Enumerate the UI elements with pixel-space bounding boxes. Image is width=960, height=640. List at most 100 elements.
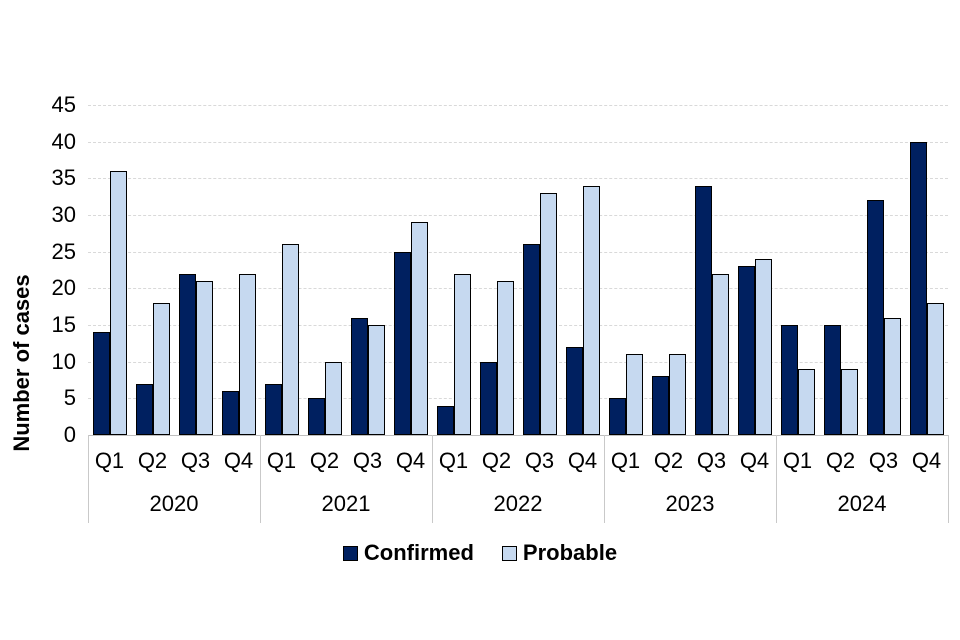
x-tick-label: Q3 [524, 448, 555, 473]
gridline [88, 361, 948, 363]
bar-group-q1-2024 [776, 105, 819, 435]
bar-confirmed [866, 200, 884, 435]
bar-probable [324, 362, 342, 435]
x-tick-label: Q4 [739, 448, 770, 473]
bar-group-q2-2023 [647, 105, 690, 435]
bar-confirmed [393, 252, 411, 435]
bar-probable [238, 274, 256, 435]
bar-confirmed [221, 391, 239, 435]
bar-group-q4-2020 [217, 105, 260, 435]
y-tick-label: 20 [51, 275, 76, 301]
year-separator [432, 435, 433, 523]
y-tick-label: 25 [51, 238, 76, 264]
legend: Confirmed Probable [0, 538, 960, 568]
gridline [88, 105, 948, 106]
bar-probable [152, 303, 170, 435]
x-tick-label: Q4 [911, 448, 942, 473]
x-tick-label: Q4 [395, 448, 426, 473]
x-tick-label: Q4 [223, 448, 254, 473]
plot-area: Number of cases 0 5 10 15 20 25 30 35 40 45 [9, 93, 948, 452]
x-tick-label: Q2 [653, 448, 684, 473]
x-tick-label: Q1 [610, 448, 641, 473]
x-tick-label: Q4 [567, 448, 598, 473]
x-tick-label: Q3 [352, 448, 383, 473]
legend-item-probable: Probable [501, 540, 618, 566]
bar-confirmed [436, 406, 454, 435]
legend-marker-probable [501, 545, 517, 561]
bar-probable [539, 193, 557, 435]
legend-marker-confirmed [342, 545, 358, 561]
bar-group-q2-2024 [819, 105, 862, 435]
year-separator [776, 435, 777, 523]
year-label: 2021 [321, 491, 371, 516]
y-tick-label: 10 [51, 348, 76, 374]
y-tick-label: 35 [51, 165, 76, 191]
bar-probable [711, 274, 729, 435]
bar-confirmed [823, 325, 841, 435]
bar-confirmed [522, 244, 540, 435]
x-axis-line [88, 435, 948, 436]
y-tick-label: 40 [51, 128, 76, 154]
x-tick-label: Q1 [266, 448, 297, 473]
year-label: 2023 [665, 491, 715, 516]
legend-label: Confirmed [363, 540, 474, 565]
gridline [88, 178, 948, 180]
gridline [88, 325, 948, 326]
bar-confirmed [178, 274, 196, 435]
y-tick-label: 45 [51, 92, 76, 117]
bar-group-q2-2020 [131, 105, 174, 435]
x-axis: Q1 Q2 Q3 Q4 Q1 Q2 Q3 Q4 Q1 Q2 Q3 Q4 Q1 Q2 Q3 Q4 Q1 Q2 Q3 Q4… [88, 435, 949, 523]
bar-probable [840, 369, 858, 435]
y-tick-label: 5 [63, 385, 76, 411]
bar-probable [926, 303, 944, 435]
bar-confirmed [479, 362, 497, 435]
x-tick-label: Q2 [825, 448, 856, 473]
bar-probable [883, 318, 901, 435]
bar-probable [668, 354, 686, 435]
year-label: 2024 [837, 491, 887, 516]
bar-group-q4-2021 [389, 105, 432, 435]
bar-probable [582, 186, 600, 435]
x-tick-label: Q3 [180, 448, 211, 473]
bar-probable [281, 244, 299, 435]
y-tick-label: 15 [51, 312, 76, 337]
bar-probable [754, 259, 772, 435]
bar-group-q1-2022 [432, 105, 475, 435]
x-tick-label: Q1 [782, 448, 813, 473]
bar-confirmed [909, 142, 927, 435]
bar-group-q3-2023 [690, 105, 733, 435]
bar-confirmed [694, 186, 712, 435]
gridline [88, 215, 948, 216]
year-separator [604, 435, 605, 523]
x-tick-label: Q3 [696, 448, 727, 473]
bar-group-q1-2021 [260, 105, 303, 435]
bar-group-q1-2020 [88, 105, 131, 435]
bar-confirmed [565, 347, 583, 435]
y-tick-label: 0 [63, 422, 76, 447]
x-tick-label: Q3 [868, 448, 899, 473]
bar-group-q4-2022 [561, 105, 604, 435]
bar-probable [625, 354, 643, 435]
bar-group-q3-2024 [862, 105, 905, 435]
year-label: 2020 [149, 491, 199, 516]
legend-item-confirmed: Confirmed [342, 540, 474, 566]
gridline [88, 398, 948, 400]
bar-group-q3-2020 [174, 105, 217, 435]
bar-confirmed [737, 266, 755, 435]
bar-confirmed [608, 398, 626, 435]
bar-group-q4-2024 [905, 105, 948, 435]
year-separator [948, 435, 949, 523]
x-tick-label: Q1 [94, 448, 125, 473]
x-tick-label: Q2 [309, 448, 340, 473]
legend-label: Probable [522, 540, 618, 565]
bar-probable [410, 222, 428, 435]
bar-confirmed [780, 325, 798, 435]
bar-probable [496, 281, 514, 435]
bar-probable [453, 274, 471, 435]
x-tick-label: Q1 [438, 448, 469, 473]
bar-confirmed [307, 398, 325, 435]
bar-confirmed [92, 332, 110, 435]
year-separator [88, 435, 89, 523]
bar-probable [367, 325, 385, 435]
bar-confirmed [135, 384, 153, 435]
